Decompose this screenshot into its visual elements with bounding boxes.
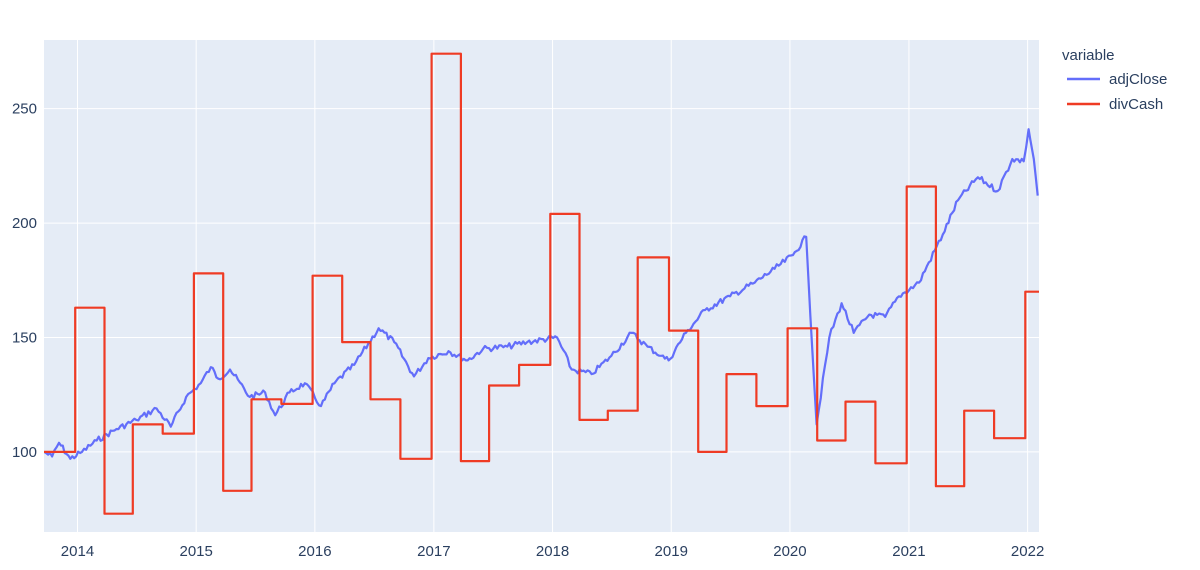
series-line-adjClose xyxy=(44,128,1039,460)
y-tick-label: 100 xyxy=(12,444,37,461)
x-tick-label: 2020 xyxy=(773,543,806,560)
x-tick-label: 2014 xyxy=(61,543,94,560)
legend-item-divCash[interactable]: divCash xyxy=(1067,96,1163,113)
axis-ticks: 2014 2015 2016 2017 2018 2019 2020 2021 2022 100 1… xyxy=(12,101,1044,560)
series-layer xyxy=(44,52,1039,515)
x-tick-label: 2021 xyxy=(892,543,925,560)
x-tick-label: 2016 xyxy=(298,543,331,560)
legend-label: adjClose xyxy=(1109,71,1167,88)
legend-title: variable xyxy=(1062,47,1115,64)
x-tick-label: 2015 xyxy=(179,543,212,560)
series-line-divCash xyxy=(44,52,1039,515)
y-tick-label: 150 xyxy=(12,329,37,346)
y-tick-label: 200 xyxy=(12,215,37,232)
x-tick-label: 2019 xyxy=(655,543,688,560)
plot-area xyxy=(44,40,1039,532)
legend-item-adjClose[interactable]: adjClose xyxy=(1067,71,1167,88)
legend[interactable]: variable adjClose divCash xyxy=(1062,47,1167,113)
x-tick-label: 2017 xyxy=(417,543,450,560)
x-tick-label: 2018 xyxy=(536,543,569,560)
grid-lines xyxy=(44,40,1039,532)
x-tick-label: 2022 xyxy=(1011,543,1044,560)
y-tick-label: 250 xyxy=(12,101,37,118)
legend-label: divCash xyxy=(1109,96,1163,113)
